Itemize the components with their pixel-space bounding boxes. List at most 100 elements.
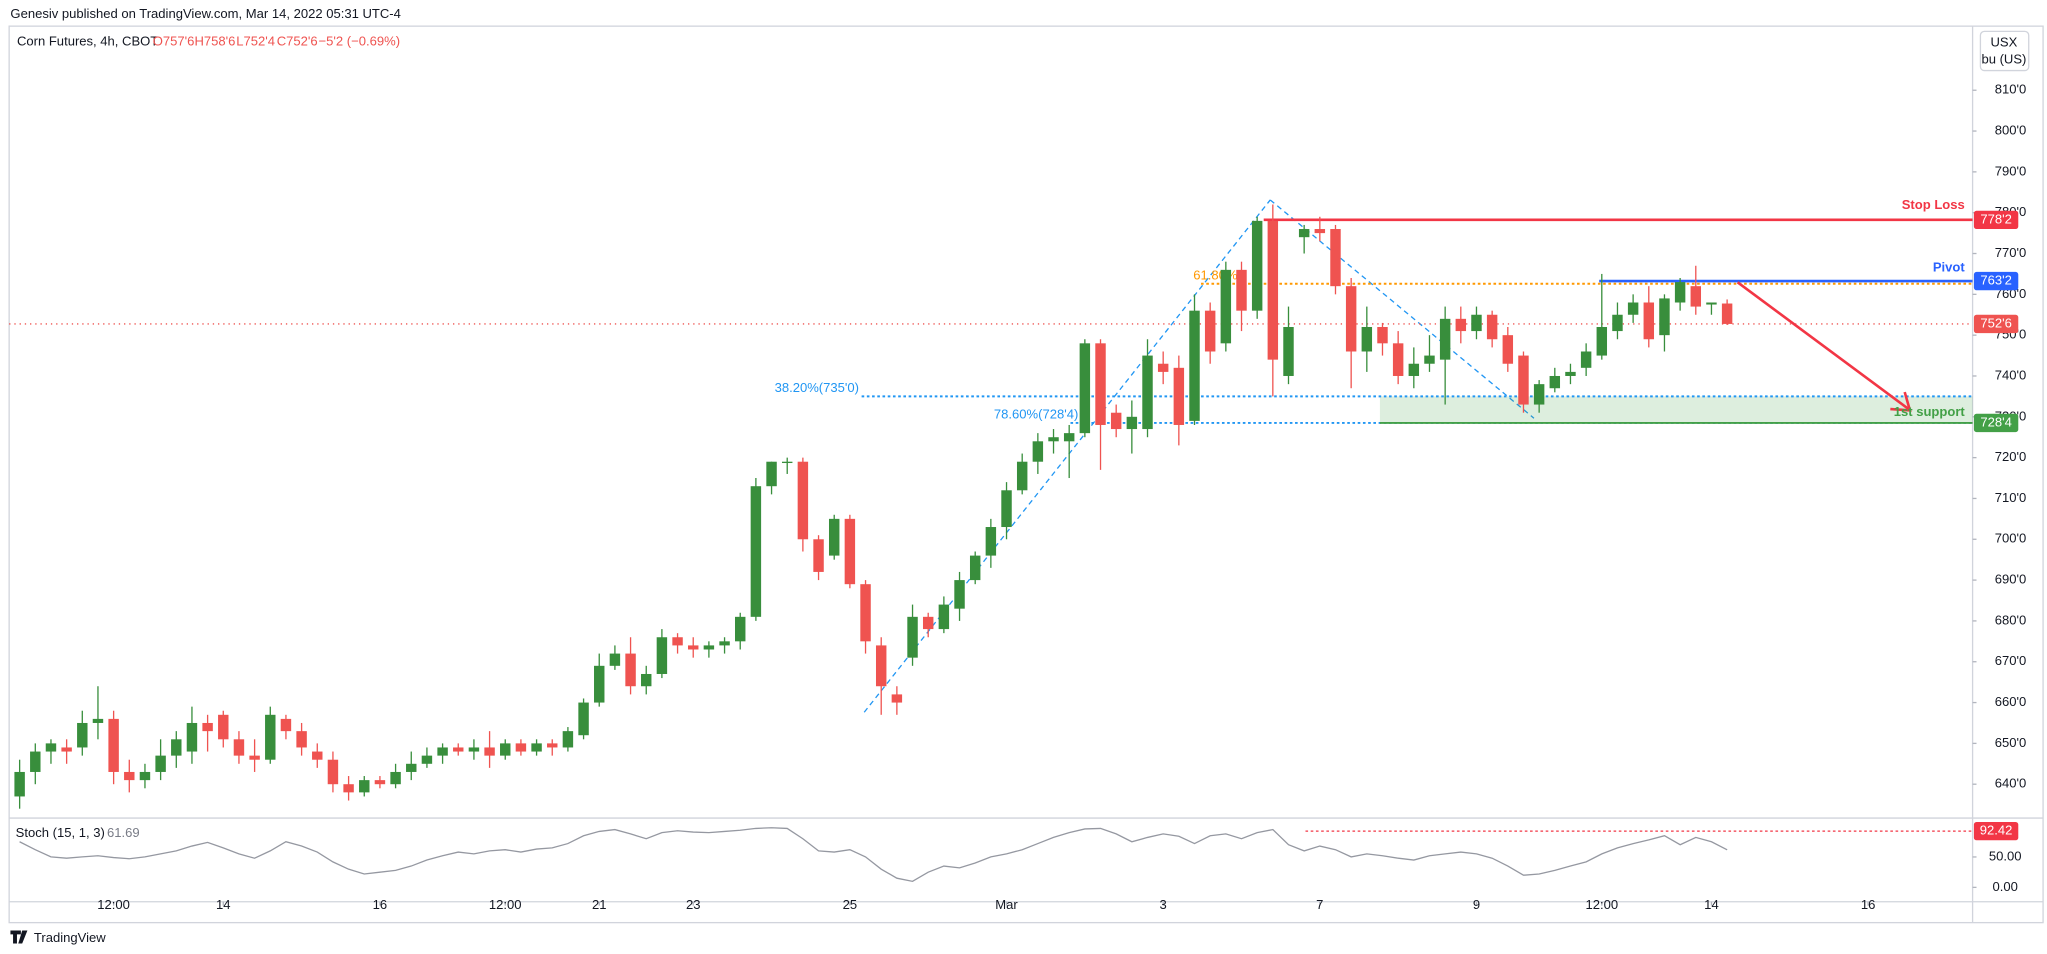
candle-body (672, 637, 683, 646)
candle-body (1095, 343, 1106, 425)
candle-body (186, 722, 198, 752)
candle-body (1690, 286, 1702, 307)
candle-body (406, 763, 417, 772)
candle-body (1565, 371, 1576, 376)
candle-body (1439, 318, 1451, 360)
candle-body (139, 771, 151, 781)
candle-body (578, 702, 589, 736)
indicator-title: Stoch (15, 1, 3) (16, 825, 105, 840)
support-zone (1379, 396, 1973, 423)
y-tick-label: 700'0 (1995, 531, 2026, 546)
candle-body (656, 637, 668, 674)
x-tick-label: 14 (216, 897, 231, 912)
candle-body (1533, 384, 1545, 405)
y-tick-label: 650'0 (1995, 735, 2026, 750)
level-name: 1st support (1894, 404, 1966, 419)
candle-body (92, 718, 104, 723)
publisher: Genesiv published on TradingView.com, Ma… (10, 6, 400, 21)
candle-body (14, 771, 25, 797)
candle-body (1079, 343, 1091, 434)
y-tick-label: 710'0 (1995, 490, 2026, 505)
candle-body (327, 759, 339, 785)
candle-body (359, 780, 370, 793)
candle-body (453, 747, 464, 752)
candle-body (1627, 302, 1639, 315)
candle-body (265, 714, 276, 760)
candle-body (844, 518, 856, 585)
price-tag (1973, 271, 2019, 291)
candle-body (1063, 433, 1075, 442)
candle-body (1110, 412, 1122, 430)
arrow-head (1890, 391, 1912, 412)
price-tag-label: 728'4 (1980, 414, 2011, 429)
candle-body (171, 739, 182, 756)
price-tag-label: 778'2 (1980, 211, 2011, 226)
candle-body (421, 755, 433, 764)
candle-body (218, 714, 229, 740)
level-name: Stop Loss (1902, 197, 1965, 212)
candle-body (484, 747, 495, 756)
candle-body (1236, 269, 1247, 311)
unit-box[interactable] (1979, 30, 2030, 72)
candle-body (562, 731, 574, 748)
y-tick-label: 720'0 (1995, 449, 2026, 464)
legend-close: C752'6 (277, 33, 318, 48)
candle-body (249, 755, 260, 760)
candle-body (1612, 314, 1623, 332)
unit: bu (US) (1981, 52, 2026, 67)
candle-body (641, 673, 652, 687)
candle-body (797, 461, 809, 540)
candle-body (390, 771, 401, 785)
symbol-title: Corn Futures, 4h, CBOT (17, 33, 158, 48)
stoch-tag (1973, 822, 2019, 841)
price-tag-label: 752'6 (1980, 315, 2011, 330)
candle-body (828, 518, 840, 556)
drawings-under: 640'0 650'0 660'0 670'0 680'0 690'0 700'0 710'0… (9, 82, 2026, 912)
price-tag-label: 763'2 (1980, 273, 2011, 288)
candle-body (343, 784, 354, 793)
candle-body (1518, 355, 1529, 405)
candle-body (1361, 326, 1373, 352)
candle-body (719, 641, 730, 646)
candle-body (531, 743, 542, 752)
candle-body (1016, 461, 1028, 491)
candle-body (1392, 343, 1404, 376)
y-tick-label: 770'0 (1995, 245, 2026, 260)
candle-body (938, 604, 950, 630)
y-tick-label: 800'0 (1995, 122, 2026, 137)
candle-body (1204, 310, 1216, 352)
candle-body (374, 780, 386, 785)
y-tick-label: 640'0 (1995, 776, 2026, 791)
candle-body (891, 694, 903, 703)
candles (14, 204, 1733, 809)
candle-body (1408, 363, 1420, 376)
legend-change: −5'2 (−0.69%) (319, 33, 401, 48)
candle-body (922, 616, 934, 630)
candle-body (781, 461, 793, 464)
candle-body (1189, 310, 1200, 421)
x-tick-label: 12:00 (97, 897, 130, 912)
projection-arrow (1736, 281, 1910, 411)
price-tag (1973, 314, 2019, 334)
candle-body (1173, 367, 1185, 425)
candle-body (30, 751, 41, 772)
x-tick-label: 14 (1704, 897, 1719, 912)
candle-body (813, 539, 824, 572)
candle-body (124, 771, 135, 781)
y-tick-label: 740'0 (1995, 367, 2026, 382)
candle-body (688, 645, 699, 650)
candle-body (1502, 335, 1514, 364)
candle-body (1298, 229, 1310, 238)
candle-body (77, 722, 88, 748)
currency: USX (1991, 35, 2018, 50)
candle-body (1659, 298, 1670, 336)
candle-body (907, 616, 918, 658)
candle-body (1267, 220, 1279, 360)
candle-body (1377, 326, 1388, 344)
candle-body (766, 461, 777, 487)
candle-body (1471, 314, 1482, 332)
indicator-value: 61.69 (107, 825, 140, 840)
candle-body (108, 718, 119, 772)
logo-mark (10, 930, 28, 944)
candle-body (1048, 437, 1059, 442)
